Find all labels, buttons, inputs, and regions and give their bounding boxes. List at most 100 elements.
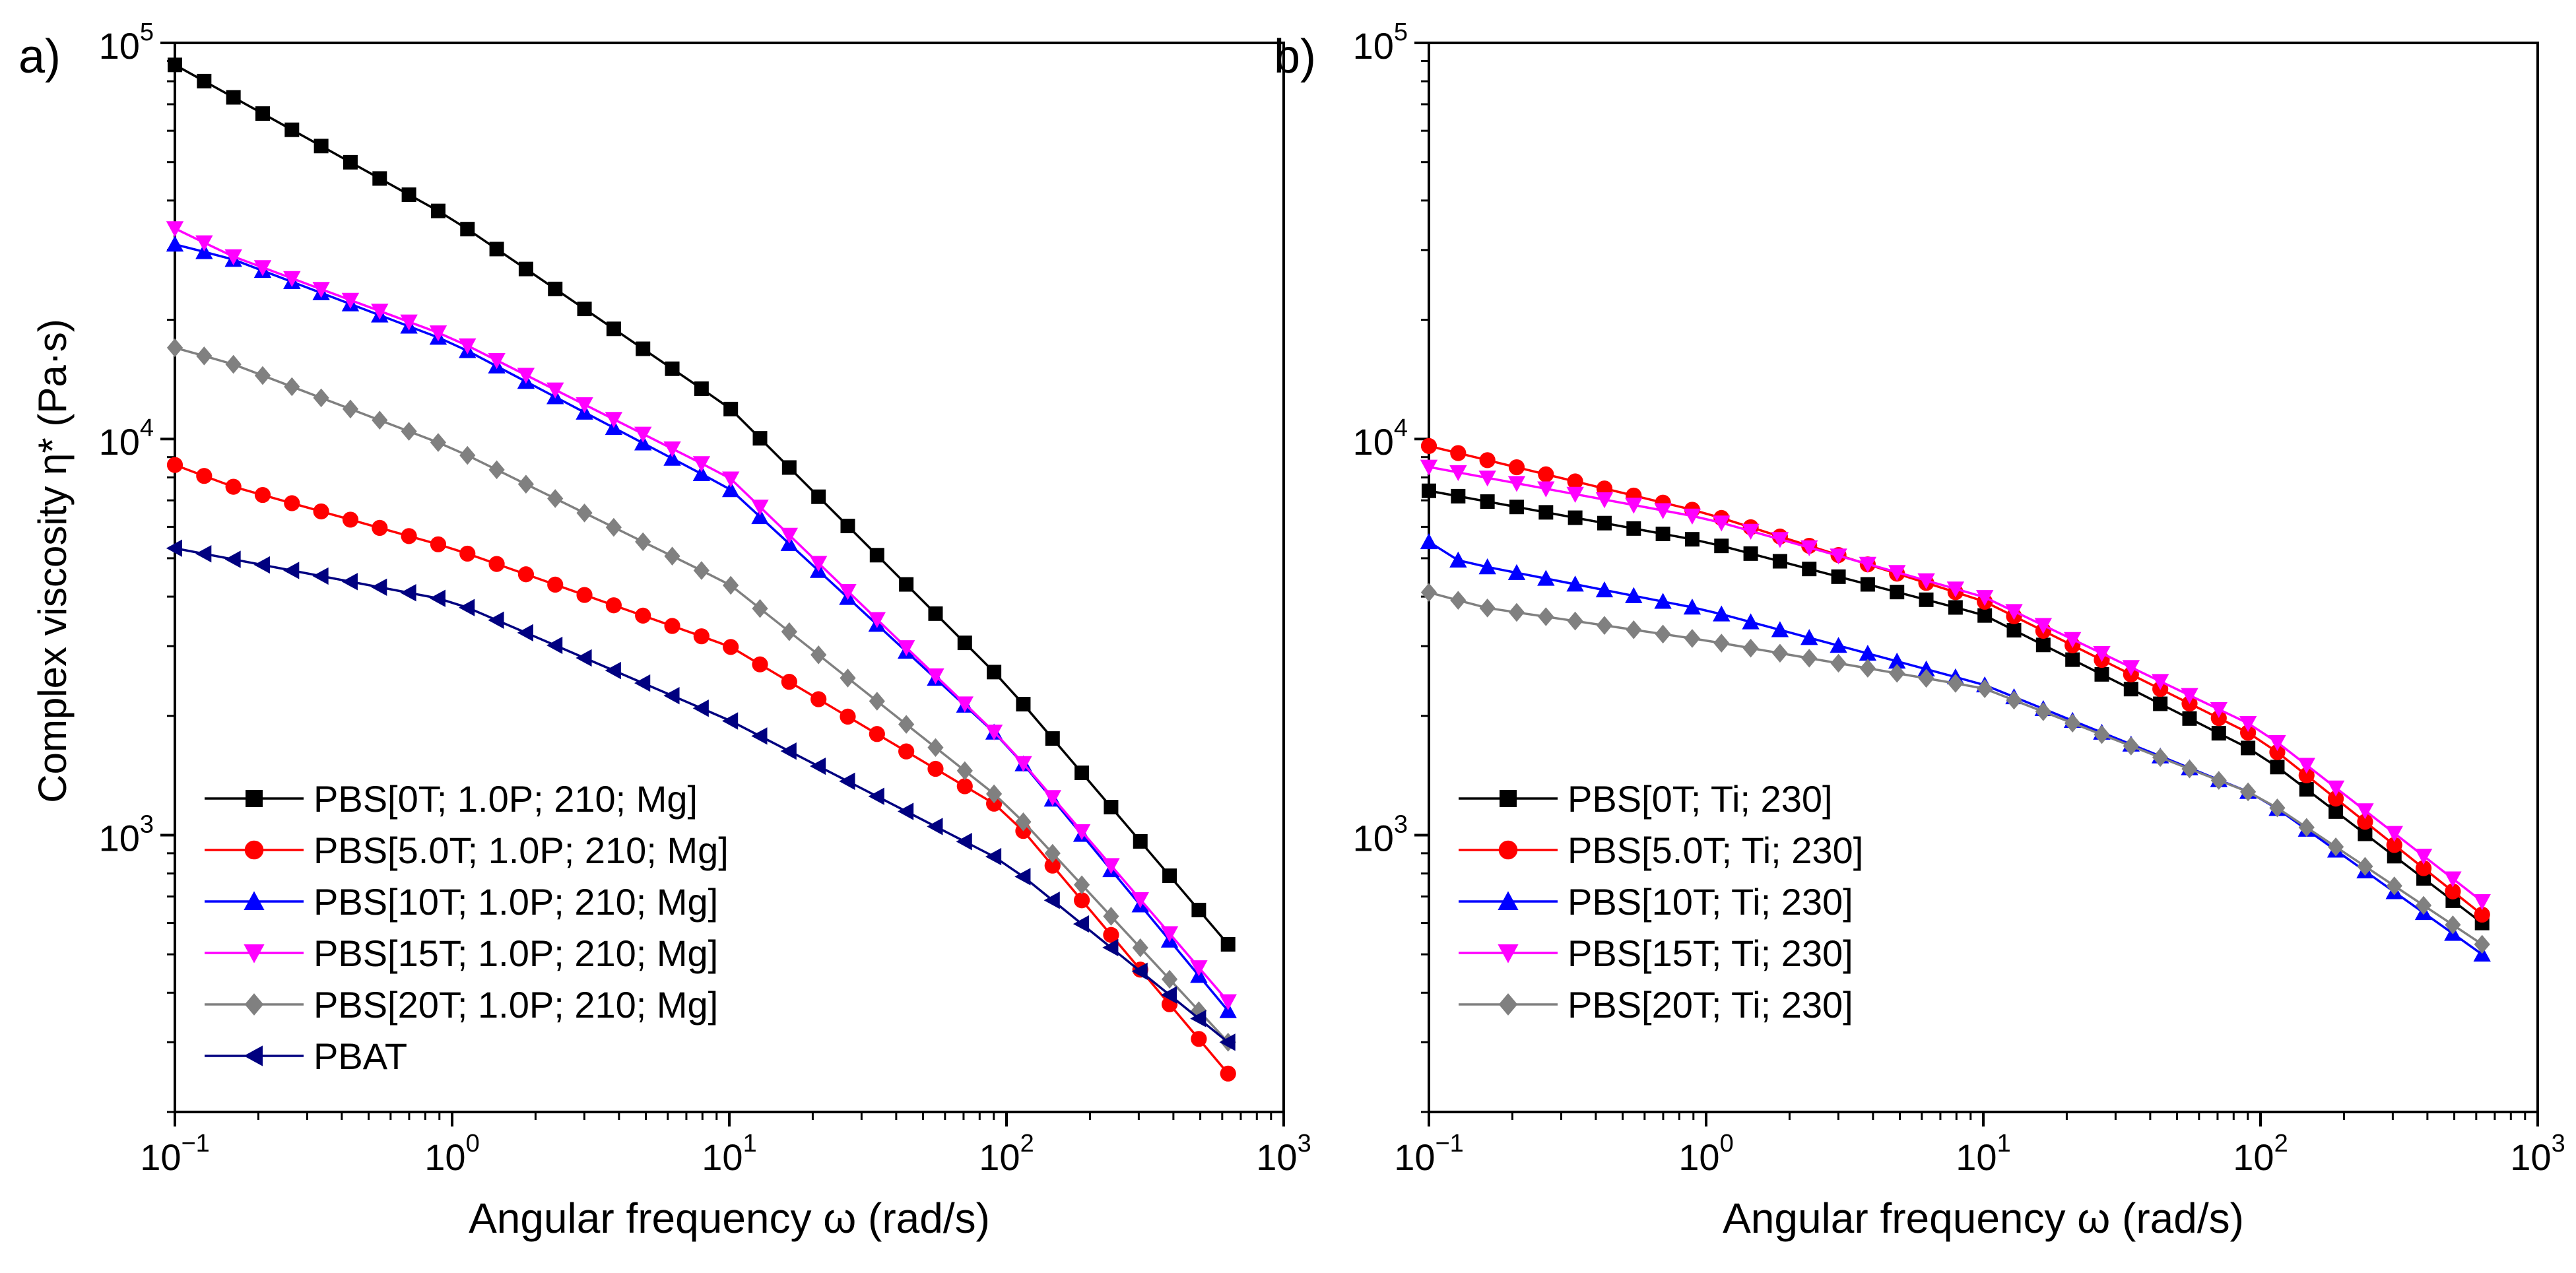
data-point	[1684, 532, 1700, 547]
data-point	[429, 325, 447, 342]
data-point	[1567, 611, 1583, 631]
data-point	[546, 636, 563, 655]
data-point	[342, 399, 359, 419]
data-point	[517, 368, 535, 384]
data-point	[1044, 843, 1061, 863]
data-point	[898, 743, 915, 760]
data-point	[1683, 599, 1701, 615]
data-point	[751, 507, 769, 525]
data-point	[1043, 790, 1061, 806]
data-point	[840, 518, 855, 533]
data-point	[1160, 986, 1177, 1004]
data-point	[987, 665, 1002, 680]
legend-label: PBS[20T; 1.0P; 210; Mg]	[314, 984, 718, 1026]
legend-b: PBS[0T; Ti; 230] PBS[5.0T; Ti; 230] PBS[10…	[1459, 778, 1863, 1026]
data-point	[1800, 629, 1818, 645]
data-point	[576, 649, 592, 667]
panel-a-label: a)	[18, 30, 61, 83]
data-point	[2269, 744, 2286, 760]
legend-item: PBS[0T; 1.0P; 210; Mg]	[205, 778, 698, 820]
data-point	[1802, 562, 1817, 577]
data-point	[810, 645, 827, 665]
data-point	[430, 536, 447, 552]
data-point	[723, 575, 739, 595]
data-point	[665, 361, 680, 376]
data-point	[1538, 607, 1554, 626]
data-point	[224, 249, 242, 265]
data-point	[1888, 652, 1906, 669]
data-point	[1420, 459, 1438, 476]
data-point	[1947, 674, 1964, 693]
data-point	[1043, 892, 1060, 909]
data-point	[1567, 473, 1583, 490]
x-tick-label: 10−1	[140, 1130, 210, 1178]
data-point	[839, 583, 857, 601]
data-point	[2064, 713, 2081, 733]
data-point	[1917, 573, 1935, 589]
data-point	[1449, 465, 1467, 482]
x-tick-label: 103	[2510, 1130, 2565, 1178]
data-point	[1683, 508, 1701, 525]
data-point	[459, 545, 476, 562]
data-point	[927, 668, 944, 684]
data-point	[1655, 624, 1671, 644]
x-ticks-b: 10−1 100 101 102 103	[1394, 1112, 2565, 1178]
data-point	[721, 481, 740, 498]
data-point	[1830, 653, 1847, 673]
data-point	[2210, 710, 2227, 727]
data-point	[809, 757, 826, 775]
data-point	[2181, 759, 2198, 779]
data-point	[2240, 725, 2257, 741]
series-line	[174, 463, 1230, 1074]
data-point	[1538, 505, 1554, 520]
data-point	[1595, 581, 1614, 598]
legend-marker	[244, 993, 264, 1016]
data-point	[488, 353, 506, 370]
y-ticks-b: 103 104 105	[1353, 18, 1429, 1113]
x-tick-label: 100	[424, 1130, 479, 1178]
data-point	[196, 346, 213, 366]
data-point	[341, 573, 358, 591]
data-point	[312, 567, 329, 585]
data-point	[2415, 896, 2432, 915]
legend-marker	[246, 790, 263, 807]
data-point	[2445, 915, 2461, 934]
y-tick-label: 103	[1353, 810, 1408, 859]
data-point	[2269, 798, 2286, 818]
data-point	[460, 222, 475, 237]
data-point	[1191, 1031, 1207, 1047]
data-point	[2123, 736, 2139, 756]
data-point	[1888, 565, 1906, 581]
data-point	[1131, 892, 1149, 909]
data-point	[1859, 644, 1877, 661]
data-point	[1831, 569, 1846, 584]
data-point	[781, 622, 797, 641]
data-point	[2474, 934, 2490, 954]
data-point	[371, 304, 389, 320]
data-point	[1509, 500, 1524, 515]
data-point	[1948, 600, 1963, 615]
data-point	[2005, 604, 2023, 620]
series-a	[166, 57, 1237, 1082]
data-point	[166, 338, 183, 358]
legend-label: PBS[15T; 1.0P; 210; Mg]	[314, 932, 718, 974]
y-ticks-a: 103 104 105	[99, 18, 175, 1113]
data-point	[254, 486, 271, 504]
data-point	[1742, 523, 1760, 540]
data-point	[1219, 994, 1237, 1010]
data-point	[2210, 771, 2227, 790]
data-point	[781, 674, 797, 690]
data-point	[1420, 583, 1437, 602]
data-point	[1422, 483, 1436, 498]
data-point	[2357, 857, 2373, 876]
data-point	[2327, 837, 2344, 857]
data-point	[1478, 558, 1496, 575]
data-point	[2444, 871, 2462, 888]
data-point	[166, 236, 184, 252]
data-point	[752, 431, 768, 446]
data-point	[868, 787, 884, 805]
data-point	[2385, 826, 2403, 842]
data-point	[372, 171, 387, 186]
data-point	[2387, 849, 2402, 864]
data-point	[957, 636, 972, 651]
